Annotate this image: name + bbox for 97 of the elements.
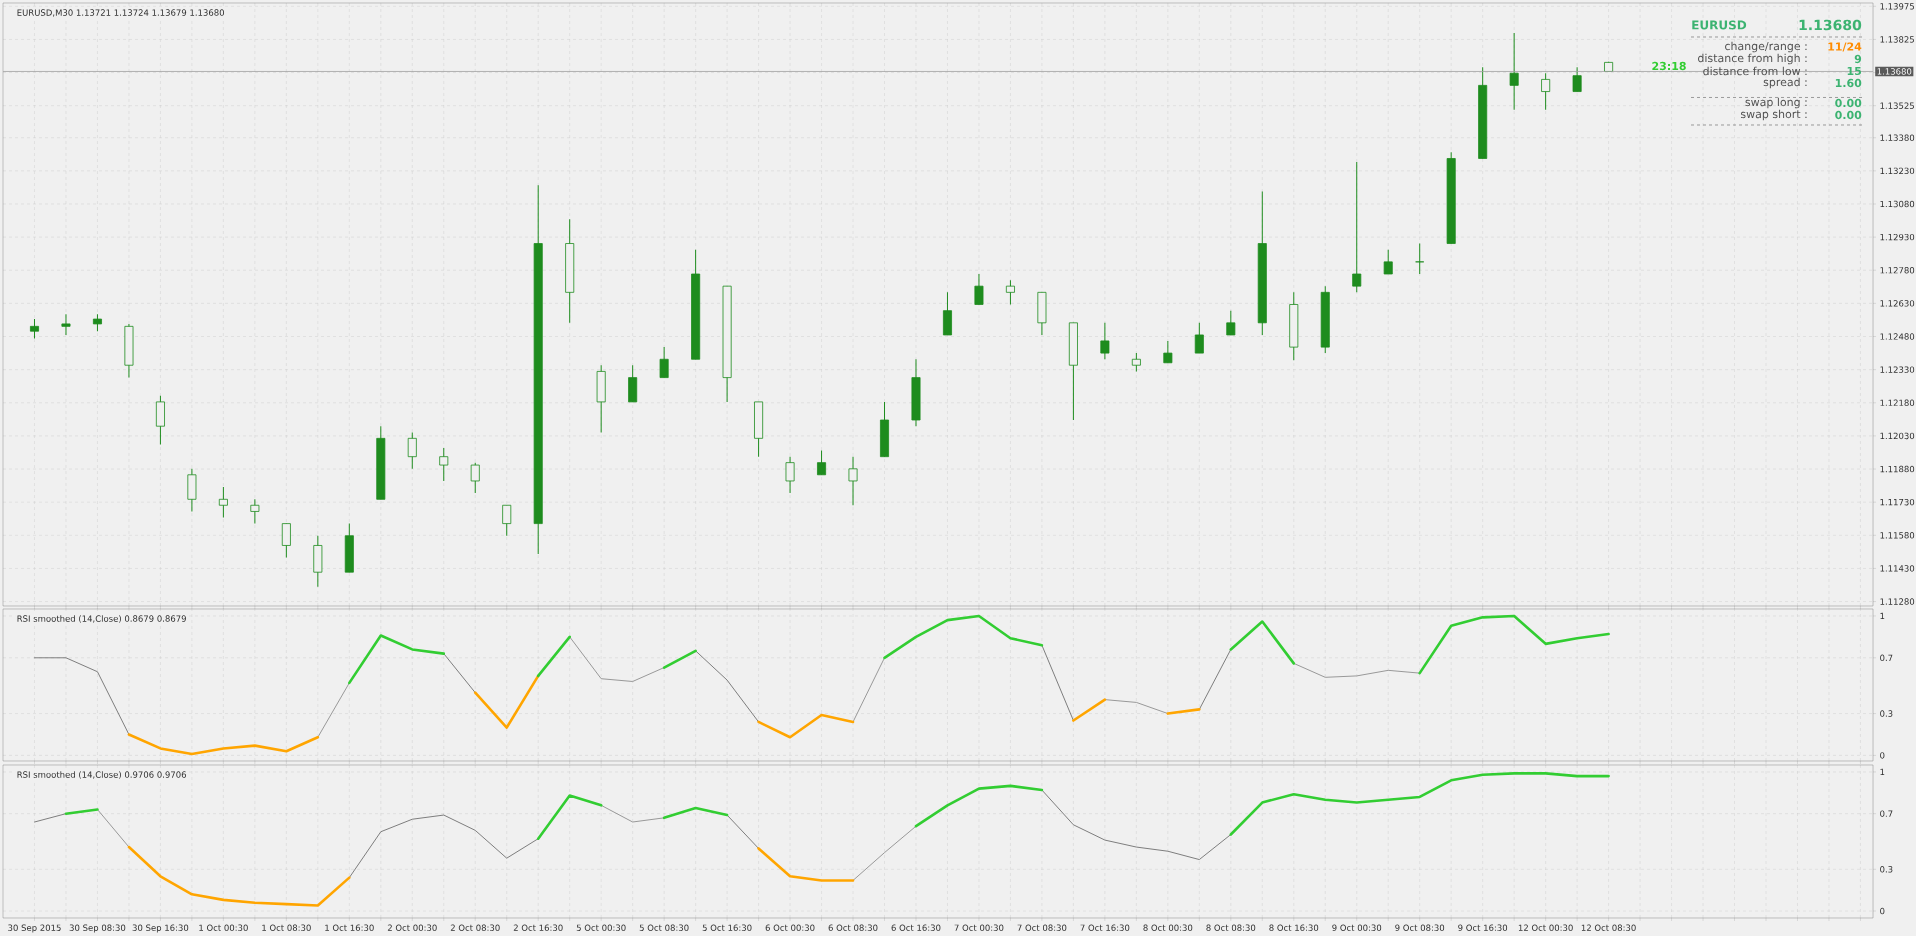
x-tick-label: 5 Oct 16:30	[702, 924, 752, 931]
candlestick	[407, 431, 417, 470]
candlestick	[61, 313, 71, 336]
x-tick-label: 5 Oct 08:30	[639, 924, 689, 931]
y-tick-label: 1.12480	[1880, 333, 1915, 340]
y-tick-label: 1.12330	[1880, 366, 1915, 373]
y-tick-label: 1.13975	[1880, 3, 1914, 10]
annotation: 1.13680	[1799, 19, 1862, 31]
x-tick-label: 30 Sep 08:30	[69, 924, 126, 933]
candlestick	[1005, 279, 1015, 305]
candlestick	[1194, 322, 1204, 354]
candlestick	[30, 318, 39, 339]
x-tick-label: 6 Oct 16:30	[891, 924, 941, 931]
y-tick-label: 1	[1880, 612, 1885, 620]
y-tick-label: 1.12780	[1880, 267, 1915, 274]
x-tick-label: 1 Oct 00:30	[199, 924, 248, 931]
x-tick-label: 2 Oct 00:30	[387, 924, 437, 931]
x-tick-label: 7 Oct 16:30	[1080, 924, 1130, 931]
candlestick	[502, 504, 512, 537]
x-tick-label: 9 Oct 16:30	[1458, 924, 1508, 931]
annotation: swap short :	[1740, 109, 1807, 121]
candlestick	[218, 486, 228, 518]
x-tick-label: 12 Oct 08:30	[1581, 924, 1636, 931]
y-tick-label: 1.11430	[1880, 565, 1915, 572]
y-tick-label: 1	[1880, 768, 1885, 776]
x-tick-label: 8 Oct 16:30	[1269, 924, 1319, 931]
y-tick-label: 0.7	[1880, 810, 1893, 817]
x-tick-label: 1 Oct 08:30	[262, 924, 311, 931]
y-tick-label: 1.12030	[1880, 432, 1915, 440]
annotation: 0.00	[1835, 98, 1862, 108]
candlestick	[1415, 243, 1425, 275]
ref-line-label: 1.13680	[1877, 68, 1912, 75]
annotation: 11/24	[1828, 42, 1862, 52]
candlestick	[659, 346, 669, 379]
y-tick-label: 0.3	[1880, 866, 1893, 873]
annotation: distance from high :	[1698, 53, 1807, 65]
x-tick-label: 1 Oct 16:30	[325, 924, 374, 931]
annotation: 9	[1854, 54, 1862, 64]
candlestick	[1163, 340, 1173, 364]
candlestick	[281, 523, 291, 559]
annotation: 1.60	[1835, 78, 1862, 88]
candlestick	[817, 449, 827, 476]
candlestick	[848, 456, 858, 506]
annotation: EURUSD	[1692, 20, 1747, 30]
candlestick	[250, 498, 260, 525]
candlestick	[974, 273, 984, 305]
y-tick-label: 1.13380	[1880, 134, 1915, 141]
candlestick	[1509, 32, 1519, 111]
y-tick-label: 1.12630	[1880, 300, 1915, 307]
candlestick	[470, 462, 480, 494]
candlestick	[1100, 322, 1110, 360]
candlestick	[1383, 249, 1393, 275]
x-tick-label: 8 Oct 08:30	[1206, 924, 1256, 931]
y-tick-label: 1.13080	[1880, 200, 1915, 208]
x-tick-label: 7 Oct 00:30	[954, 924, 1004, 931]
x-tick-label: 9 Oct 00:30	[1332, 924, 1382, 931]
y-tick-label: 1.11280	[1880, 598, 1915, 605]
annotation: 23:18	[1652, 61, 1686, 71]
text: RSI smoothed (14,Close) 0.8679 0.8679	[17, 615, 186, 623]
y-tick-label: 1.12180	[1880, 399, 1915, 406]
y-tick-label: 1.13525	[1880, 102, 1914, 109]
x-tick-label: 30 Sep 16:30	[132, 924, 189, 933]
y-tick-label: 1.11730	[1880, 498, 1915, 506]
y-tick-label: 1.11880	[1880, 465, 1915, 473]
annotation: 0.00	[1835, 110, 1862, 120]
y-tick-label: 0	[1880, 907, 1885, 915]
candlestick	[1131, 352, 1141, 372]
candlestick	[439, 447, 449, 482]
candlestick	[1226, 310, 1236, 336]
y-tick-label: 1.12930	[1880, 233, 1915, 241]
y-tick-label: 0.7	[1880, 654, 1893, 662]
candlestick	[1352, 161, 1362, 293]
candlestick	[1572, 66, 1582, 93]
y-tick-label: 1.11580	[1880, 532, 1915, 539]
candlestick	[1541, 72, 1551, 111]
x-tick-label: 2 Oct 16:30	[513, 924, 563, 931]
x-tick-label: 9 Oct 08:30	[1395, 924, 1445, 931]
annotation: spread :	[1763, 77, 1807, 89]
x-tick-label: 6 Oct 08:30	[828, 924, 878, 931]
text: RSI smoothed (14,Close) 0.9706 0.9706	[17, 771, 187, 779]
x-tick-label: 2 Oct 08:30	[450, 924, 500, 931]
annotation: 15	[1847, 66, 1862, 76]
annotation: swap long :	[1745, 97, 1807, 109]
x-tick-label: 7 Oct 08:30	[1017, 924, 1067, 931]
annotation: distance from low :	[1703, 66, 1807, 76]
x-tick-label: 12 Oct 00:30	[1518, 924, 1573, 931]
y-tick-label: 0.3	[1880, 710, 1893, 717]
candlestick	[785, 456, 795, 494]
x-tick-label: 5 Oct 00:30	[576, 924, 626, 931]
y-tick-label: 1.13230	[1880, 167, 1915, 175]
y-tick-label: 1.13825	[1880, 36, 1914, 43]
text: EURUSD,M30 1.13721 1.13724 1.13679 1.13680	[17, 9, 225, 17]
y-tick-label: 0	[1880, 752, 1885, 759]
x-tick-label: 6 Oct 00:30	[765, 924, 815, 931]
x-tick-label: 8 Oct 00:30	[1143, 924, 1193, 931]
x-tick-label: 30 Sep 2015	[8, 924, 61, 933]
annotation: change/range :	[1725, 41, 1807, 53]
